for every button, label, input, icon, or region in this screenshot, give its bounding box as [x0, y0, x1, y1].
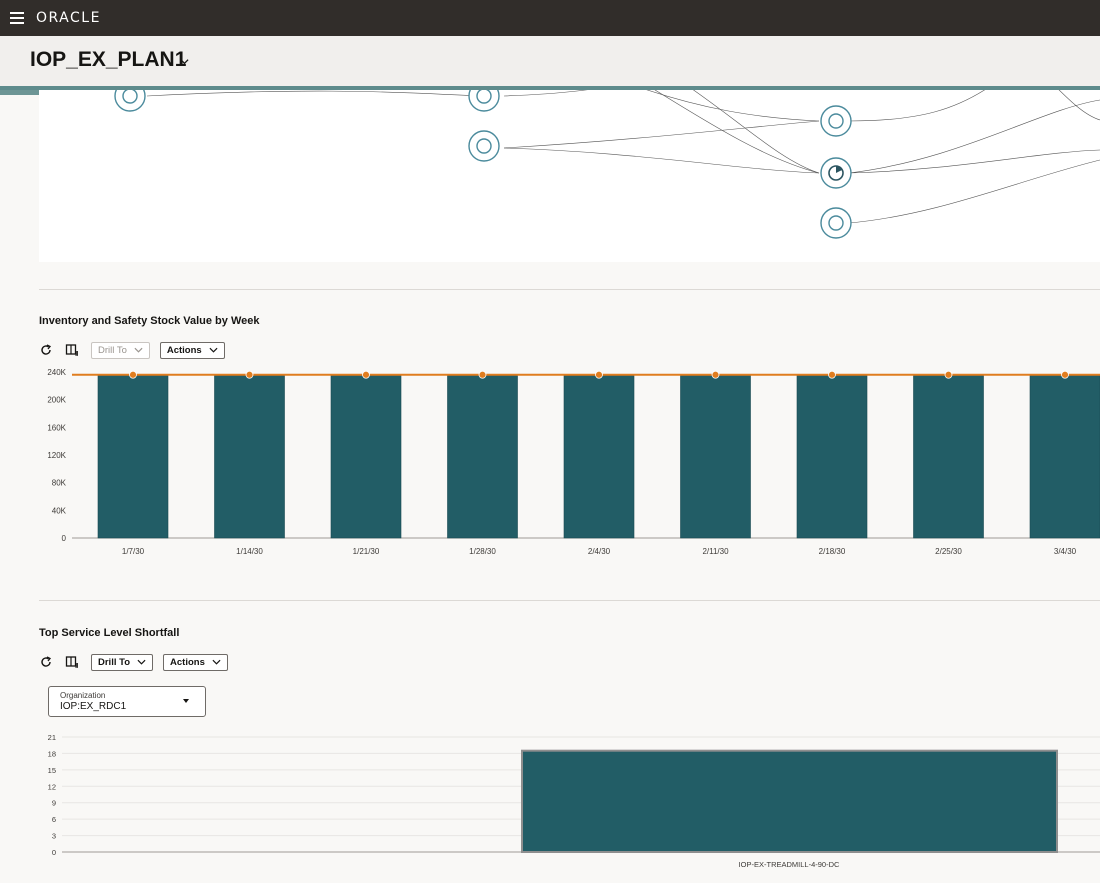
x-tick-label: IOP-EX-TREADMILL-4-90-DC [739, 860, 840, 869]
shortfall-chart-title: Top Service Level Shortfall [39, 627, 180, 639]
y-tick-label: 6 [52, 815, 56, 824]
actions-button[interactable]: Actions [163, 653, 228, 671]
x-tick-label: 1/14/30 [236, 547, 263, 556]
supply-network-diagram [114, 90, 1100, 239]
y-tick-label: 3 [52, 832, 56, 841]
refresh-icon[interactable] [39, 343, 53, 357]
divider [39, 600, 1100, 601]
data-table-icon[interactable] [65, 655, 79, 669]
safety-stock-point[interactable] [711, 370, 720, 379]
shortfall-bar[interactable] [521, 749, 1058, 853]
y-tick-label: 200K [47, 396, 66, 405]
y-tick-label: 160K [47, 423, 66, 432]
organization-select[interactable]: Organization IOP:EX_RDC1 [48, 686, 206, 717]
node-icon[interactable] [468, 130, 500, 162]
refresh-icon[interactable] [39, 655, 53, 669]
x-tick-label: 1/28/30 [469, 547, 496, 556]
y-tick-label: 9 [52, 799, 56, 808]
y-tick-label: 18 [48, 749, 56, 758]
shortfall-chart: 0 3 6 9 12 15 18 21 IOP-EX-TREADMILL-4-90-DC [48, 733, 1100, 869]
inventory-bar[interactable] [97, 375, 169, 539]
actions-button[interactable]: Actions [159, 341, 225, 359]
node-partial-icon[interactable] [820, 157, 852, 189]
caret-down-icon [183, 699, 189, 703]
inventory-bar[interactable] [563, 375, 635, 539]
x-tick-label: 3/4/30 [1054, 547, 1077, 556]
chevron-down-icon [212, 659, 221, 665]
y-tick-label: 0 [62, 534, 67, 543]
top-bar: ORACLE [0, 0, 1100, 36]
chevron-down-icon [137, 659, 146, 665]
divider [39, 289, 1100, 290]
x-tick-label: 2/25/30 [935, 547, 962, 556]
data-table-icon[interactable] [65, 343, 79, 357]
safety-stock-point[interactable] [595, 370, 603, 379]
node-icon[interactable] [820, 207, 852, 239]
node-icon[interactable] [468, 90, 500, 112]
safety-stock-point[interactable] [129, 370, 137, 379]
inventory-bar[interactable] [330, 375, 402, 539]
safety-stock-point[interactable] [944, 370, 953, 379]
x-tick-label: 1/7/30 [122, 547, 145, 556]
shortfall-chart-toolbar: Drill To Actions [39, 653, 238, 671]
organization-value: IOP:EX_RDC1 [60, 701, 127, 712]
y-tick-label: 80K [52, 479, 67, 488]
y-tick-label: 240K [47, 368, 66, 377]
node-icon[interactable] [820, 105, 852, 137]
y-tick-label: 120K [47, 451, 66, 460]
inventory-chart: 0 40K 80K 120K 160K 200K 240K 1/7/30 1/14/30 1/21… [47, 368, 1100, 556]
supply-network-card [39, 90, 1100, 262]
x-tick-label: 2/4/30 [588, 547, 611, 556]
y-tick-label: 15 [48, 766, 56, 775]
inventory-chart-toolbar: Drill To Actions [39, 341, 235, 359]
y-tick-label: 0 [52, 848, 56, 857]
chevron-down-icon [134, 347, 143, 353]
menu-icon[interactable] [10, 12, 24, 24]
oracle-logo: ORACLE [36, 10, 101, 26]
inventory-chart-title: Inventory and Safety Stock Value by Week [39, 315, 260, 327]
inventory-bar[interactable] [447, 375, 518, 539]
chevron-down-icon[interactable] [180, 57, 189, 66]
x-tick-label: 2/18/30 [819, 547, 846, 556]
y-tick-label: 12 [48, 782, 56, 791]
organization-label: Organization [60, 691, 106, 700]
drill-to-button[interactable]: Drill To [91, 341, 150, 359]
y-tick-label: 21 [48, 733, 56, 742]
x-tick-label: 2/11/30 [702, 547, 729, 556]
inventory-bar[interactable] [1029, 375, 1100, 539]
safety-stock-point[interactable] [478, 370, 487, 379]
safety-stock-point[interactable] [362, 370, 370, 379]
inventory-bar[interactable] [680, 375, 751, 539]
title-bar: IOP_EX_PLAN1 [0, 36, 1100, 86]
inventory-bar[interactable] [913, 375, 984, 539]
y-tick-label: 40K [52, 506, 67, 515]
safety-stock-point[interactable] [245, 370, 254, 379]
safety-stock-point[interactable] [1061, 370, 1069, 379]
node-icon[interactable] [114, 90, 146, 112]
safety-stock-point[interactable] [828, 370, 836, 379]
inventory-bar[interactable] [796, 375, 868, 539]
inventory-bar[interactable] [214, 375, 285, 539]
page-title[interactable]: IOP_EX_PLAN1 [30, 48, 187, 71]
chevron-down-icon [209, 347, 218, 353]
drill-to-button[interactable]: Drill To [91, 653, 154, 671]
x-tick-label: 1/21/30 [353, 547, 380, 556]
